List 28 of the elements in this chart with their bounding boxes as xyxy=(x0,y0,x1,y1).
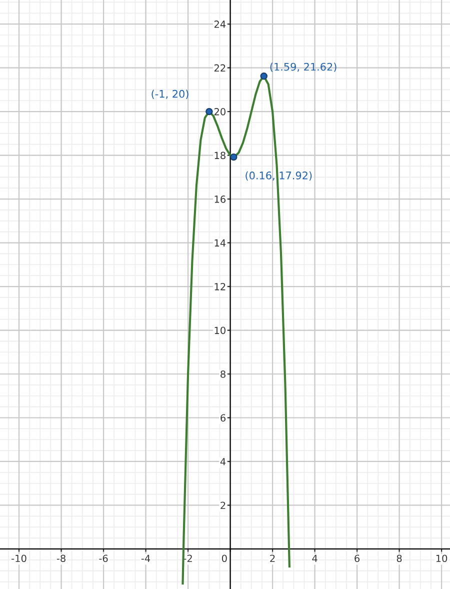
x-tick-label: 2 xyxy=(270,554,275,562)
annotation: (0.16, 17.92) xyxy=(246,171,312,181)
y-tick-label: 16 xyxy=(214,196,226,203)
annotation: (1.59, 21.62) xyxy=(270,62,336,72)
point xyxy=(206,108,213,116)
y-tick-label: 20 xyxy=(214,108,226,116)
x-tick-label: 6 xyxy=(354,554,360,562)
x-tick-label: -4 xyxy=(141,554,150,562)
y-tick-label: 24 xyxy=(214,20,226,28)
x-tick-label: -10 xyxy=(12,554,26,562)
y-tick-label: 14 xyxy=(214,239,226,246)
y-tick-label: 10 xyxy=(214,326,226,334)
y-tick-label: 12 xyxy=(214,282,226,290)
y-tick-label: 2 xyxy=(220,502,226,509)
x-tick-label: 4 xyxy=(312,554,318,562)
y-tick-label: 22 xyxy=(214,64,226,72)
x-tick-label: 8 xyxy=(396,554,402,562)
point xyxy=(260,72,268,80)
y-tick-label: 6 xyxy=(220,414,226,422)
x-tick-label: 0 xyxy=(222,554,227,562)
x-tick-label: 10 xyxy=(436,554,448,562)
y-tick-label: 4 xyxy=(220,458,226,466)
y-tick-label: 8 xyxy=(220,370,226,378)
annotation: (-1, 20) xyxy=(152,90,188,100)
y-tick-label: 18 xyxy=(214,152,226,160)
point xyxy=(230,153,238,161)
x-tick-label: -8 xyxy=(56,554,66,562)
x-tick-label: -6 xyxy=(99,554,108,562)
